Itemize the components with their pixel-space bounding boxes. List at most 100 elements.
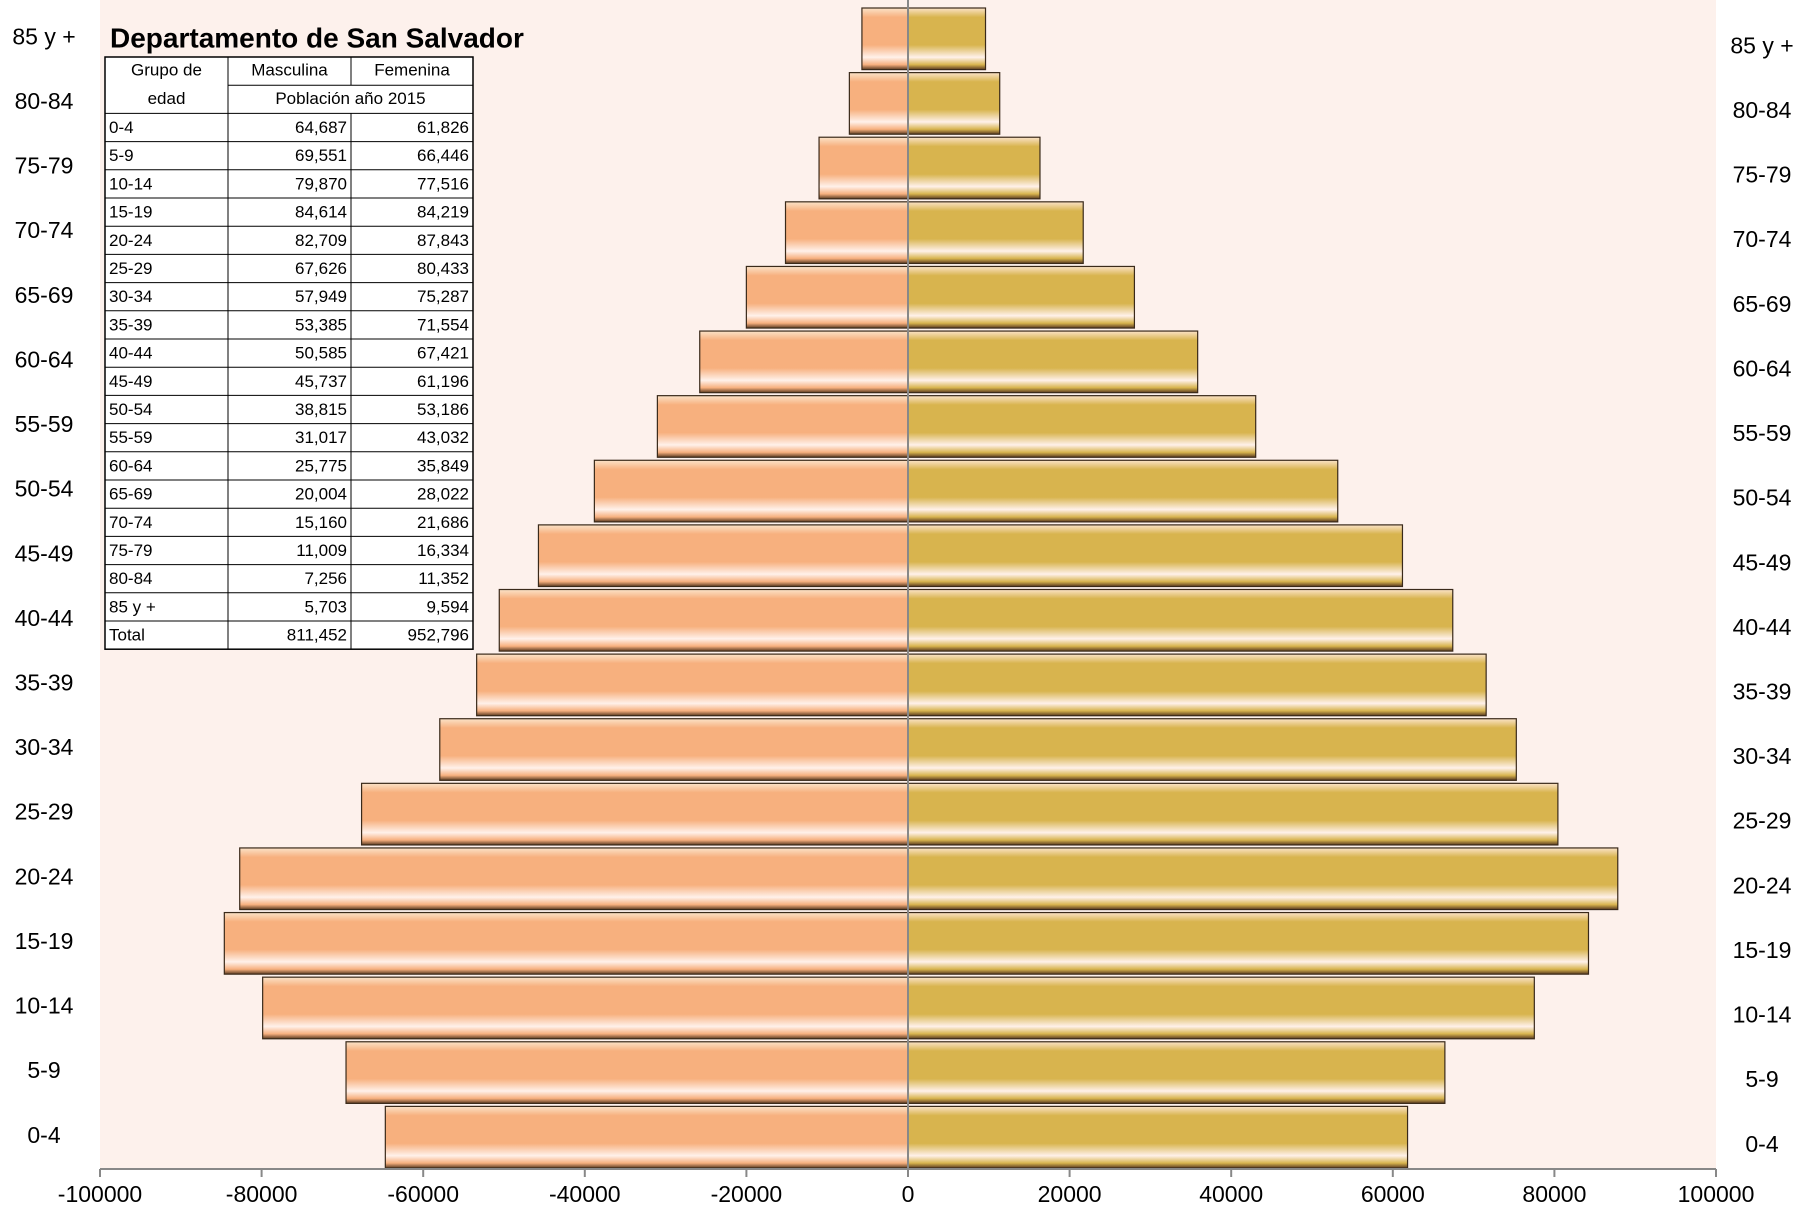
bar: [498, 588, 909, 652]
header-cell: Grupo de: [131, 61, 202, 80]
table-cell: 35-39: [109, 315, 152, 334]
bar: [907, 136, 1041, 200]
bar: [907, 395, 1257, 458]
y-tick-label-left: 25-29: [15, 799, 74, 825]
y-tick-label-right: 20-24: [1733, 872, 1792, 898]
x-tick-label: -100000: [58, 1181, 142, 1207]
y-tick-label-right: 60-64: [1733, 355, 1792, 381]
bar: [848, 72, 909, 135]
table-cell: 61,196: [417, 372, 469, 391]
bar: [907, 201, 1084, 265]
bar: [223, 911, 909, 975]
y-tick-label-left: 50-54: [15, 476, 74, 502]
bar: [907, 847, 1619, 911]
bar: [907, 588, 1454, 652]
table-cell: 15,160: [295, 513, 347, 532]
x-tick-label: 40000: [1199, 1181, 1263, 1207]
y-tick-label-left: 35-39: [15, 669, 74, 695]
table-cell: 50,585: [295, 344, 347, 363]
y-tick-label-right: 65-69: [1733, 291, 1792, 317]
table-cell: 79,870: [295, 174, 347, 193]
bar: [818, 136, 909, 200]
y-tick-label-left: 65-69: [15, 282, 74, 308]
y-tick-label-right: 40-44: [1733, 614, 1792, 640]
bar: [907, 524, 1404, 588]
y-tick-label-right: 80-84: [1733, 97, 1792, 123]
y-tick-label-left: 30-34: [15, 734, 74, 760]
table-cell: 28,022: [417, 485, 469, 504]
y-tick-label-left: 40-44: [15, 605, 74, 631]
table-cell: 25-29: [109, 259, 152, 278]
bar: [699, 330, 909, 394]
table-cell: 61,826: [417, 118, 469, 137]
bar: [656, 395, 909, 458]
table-cell: 16,334: [417, 541, 469, 560]
table-cell: 64,687: [295, 118, 347, 137]
y-tick-label-right: 55-59: [1733, 420, 1792, 446]
table-cell: 21,686: [417, 513, 469, 532]
bar: [476, 653, 909, 717]
table-cell: 31,017: [295, 428, 347, 447]
table-cell: 84,219: [417, 203, 469, 222]
table-cell: 69,551: [295, 146, 347, 165]
table-cell: 45-49: [109, 372, 152, 391]
table-cell: 77,516: [417, 174, 469, 193]
bars: [223, 7, 1619, 1169]
y-tick-label-right: 15-19: [1733, 937, 1792, 963]
y-tick-label-right: 25-29: [1733, 808, 1792, 834]
bar: [439, 718, 909, 781]
table-cell: 75,287: [417, 287, 469, 306]
bar: [907, 1041, 1446, 1104]
table-cell: 811,452: [287, 626, 347, 645]
table-cell: 15-19: [109, 203, 152, 222]
header-cell: Masculina: [251, 61, 328, 80]
table-cell: 87,843: [417, 231, 469, 250]
x-tick-label: 60000: [1361, 1181, 1425, 1207]
table-cell: 80-84: [109, 569, 152, 588]
table-cell: 50-54: [109, 400, 152, 419]
bar: [907, 1105, 1409, 1169]
y-tick-label-left: 5-9: [27, 1057, 60, 1083]
y-tick-label-left: 10-14: [15, 993, 74, 1019]
bar: [907, 718, 1517, 781]
y-tick-label-left: 55-59: [15, 411, 74, 437]
header-cell: Población año 2015: [275, 89, 425, 108]
bar: [537, 524, 909, 588]
table-cell: 70-74: [109, 513, 152, 532]
bar: [593, 459, 909, 523]
x-tick-label: -80000: [226, 1181, 298, 1207]
table-cell: Total: [109, 626, 145, 645]
table-cell: 84,614: [295, 203, 347, 222]
bar: [907, 7, 987, 71]
table-cell: 43,032: [417, 428, 469, 447]
y-tick-label-right: 35-39: [1733, 678, 1792, 704]
y-tick-label-right: 70-74: [1733, 226, 1792, 252]
y-tick-label-left: 0-4: [27, 1122, 60, 1148]
bar: [907, 265, 1136, 329]
table-cell: 67,421: [417, 344, 469, 363]
table-cell: 85 y +: [109, 597, 156, 616]
y-tick-label-right: 85 y +: [1730, 32, 1793, 58]
table-cell: 40-44: [109, 344, 152, 363]
table-cell: 75-79: [109, 541, 152, 560]
y-tick-label-right: 75-79: [1733, 162, 1792, 188]
header-cell: edad: [148, 89, 186, 108]
table-cell: 9,594: [426, 597, 469, 616]
y-tick-label-left: 20-24: [15, 863, 74, 889]
x-tick-label: 100000: [1678, 1181, 1755, 1207]
table-cell: 11,009: [296, 541, 347, 560]
table-cell: 45,737: [295, 372, 347, 391]
y-tick-label-left: 80-84: [15, 88, 74, 114]
y-tick-label-left: 70-74: [15, 217, 74, 243]
table-cell: 20-24: [109, 231, 152, 250]
y-tick-label-left: 60-64: [15, 346, 74, 372]
table-cell: 66,446: [417, 146, 469, 165]
bar: [907, 459, 1339, 523]
bar: [907, 653, 1487, 717]
table-cell: 38,815: [295, 400, 347, 419]
table-cell: 30-34: [109, 287, 152, 306]
table-cell: 952,796: [408, 626, 469, 645]
table-cell: 5,703: [304, 597, 347, 616]
y-tick-label-right: 10-14: [1733, 1002, 1792, 1028]
